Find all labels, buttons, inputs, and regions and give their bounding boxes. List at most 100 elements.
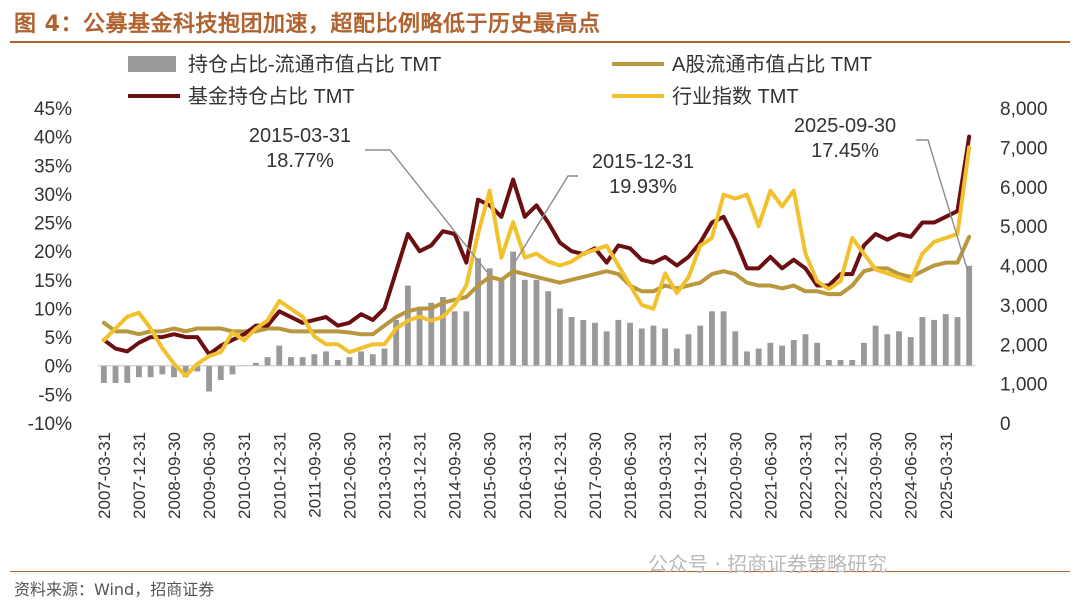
bar-mark <box>650 325 657 366</box>
bar-mark <box>931 319 937 366</box>
bar-mark <box>194 365 201 372</box>
bar-mark <box>276 345 283 366</box>
x-tick-label: 2015-06-30 <box>481 432 500 519</box>
x-tick-label: 2019-03-31 <box>656 432 675 519</box>
annotation-value: 18.77% <box>266 150 334 172</box>
bar-mark <box>720 311 727 366</box>
legend-swatch <box>128 56 176 72</box>
bar-mark <box>603 331 610 366</box>
y-left-tick-label: -5% <box>38 385 72 406</box>
y-left-tick-label: 40% <box>34 128 72 149</box>
bar-mark <box>264 357 271 366</box>
bar-mark <box>323 351 329 366</box>
bar-mark <box>346 357 353 366</box>
figure-title: 图 4：公募基金科技抱团加速，超配比例略低于历史最高点 <box>14 12 601 37</box>
y-left-tick-label: 25% <box>34 214 72 235</box>
x-tick-label: 2024-06-30 <box>902 432 921 519</box>
bar-mark <box>334 360 341 366</box>
bar-mark <box>697 325 704 366</box>
bar-mark <box>790 339 797 366</box>
bar-mark <box>825 360 832 366</box>
annotation-leader <box>514 175 578 263</box>
bar-mark <box>159 365 166 375</box>
bottom-rule <box>10 571 1070 572</box>
bar-mark <box>451 311 458 366</box>
y-left-tick-label: 30% <box>34 185 72 206</box>
bar-mark <box>229 365 236 375</box>
bar-mark <box>860 342 867 366</box>
x-tick-label: 2007-03-31 <box>95 432 114 519</box>
bar-mark <box>136 365 142 378</box>
bar-mark <box>556 308 563 366</box>
bar-mark <box>510 251 517 366</box>
bar-mark <box>440 297 446 366</box>
annotation-leader <box>916 139 969 273</box>
bar-mark <box>638 328 645 366</box>
x-tick-label: 2016-03-31 <box>516 432 535 519</box>
x-tick-label: 2023-09-30 <box>867 432 886 519</box>
bar-mark <box>814 342 821 366</box>
bar-mark <box>100 365 107 383</box>
bar-mark <box>428 302 435 366</box>
annotation-value: 17.45% <box>811 140 879 162</box>
y-right-tick-label: 5,000 <box>1000 217 1048 238</box>
bar-mark <box>171 365 177 378</box>
bar-mark <box>685 334 692 366</box>
bar-mark <box>498 279 505 366</box>
x-tick-label: 2016-12-31 <box>551 432 570 519</box>
x-tick-label: 2022-03-31 <box>796 432 815 519</box>
bar-mark <box>919 317 926 366</box>
line-series <box>101 134 972 378</box>
bar-mark <box>252 362 259 366</box>
y-right-tick-label: 8,000 <box>1000 99 1048 120</box>
bar-mark <box>545 291 552 366</box>
bar-mark <box>475 258 481 366</box>
y-left-tick-label: 10% <box>34 299 72 320</box>
series-line <box>101 145 972 378</box>
bar-mark <box>568 317 575 366</box>
bar-mark <box>966 265 973 366</box>
y-left-tick-label: 35% <box>34 156 72 177</box>
bar-mark <box>615 319 622 366</box>
x-tick-label: 2020-09-30 <box>726 432 745 519</box>
y-left-tick-label: 5% <box>45 328 73 349</box>
x-tick-label: 2019-12-31 <box>691 432 710 519</box>
x-tick-label: 2010-12-31 <box>270 432 289 519</box>
x-tick-label: 2014-09-30 <box>446 432 465 519</box>
bar-mark <box>592 322 598 366</box>
x-tick-label: 2009-06-30 <box>200 432 219 519</box>
bar-mark <box>942 314 949 366</box>
x-tick-label: 2011-09-30 <box>305 432 324 518</box>
x-tick-label: 2012-06-30 <box>340 432 359 519</box>
x-tick-label: 2007-12-31 <box>130 432 149 519</box>
annotations: 2015-03-31 18.77% 2015-12-31 19.93% 2025-09-… <box>249 115 969 273</box>
title-rule <box>10 41 1070 43</box>
bar-mark <box>393 319 400 366</box>
x-tick-label: 2013-03-31 <box>375 432 394 519</box>
bar-mark <box>217 365 224 381</box>
bar-mark <box>463 311 470 366</box>
bar-mark <box>416 308 423 366</box>
x-tick-label: 2021-06-30 <box>761 432 780 519</box>
bar-mark <box>744 351 750 366</box>
bar-mark <box>369 354 376 366</box>
legend-label: 持仓占比-流通市值占比 TMT <box>188 53 441 76</box>
y-left-tick-label: 15% <box>34 271 72 292</box>
bar-mark <box>358 351 365 366</box>
y-right-tick-label: 0 <box>1000 414 1011 435</box>
axes: -10% -5% 0% 5% 10% 15% 20% 25% 30% 35% 40% 45% 0 1,00… <box>28 99 1048 519</box>
bar-mark <box>580 319 587 366</box>
x-tick-label: 2017-09-30 <box>586 432 605 519</box>
x-tick-label: 2025-03-31 <box>937 432 956 519</box>
annotation-date: 2015-03-31 <box>249 125 351 147</box>
bar-mark <box>662 328 669 366</box>
annotation-leader <box>365 149 488 273</box>
bar-mark <box>837 360 844 366</box>
x-tick-label: 2010-03-31 <box>235 432 254 519</box>
bar-series <box>100 251 973 392</box>
x-tick-label: 2013-12-31 <box>411 432 430 519</box>
bar-mark <box>954 317 961 366</box>
annotation-date: 2025-09-30 <box>794 115 896 137</box>
bar-mark <box>884 334 891 366</box>
